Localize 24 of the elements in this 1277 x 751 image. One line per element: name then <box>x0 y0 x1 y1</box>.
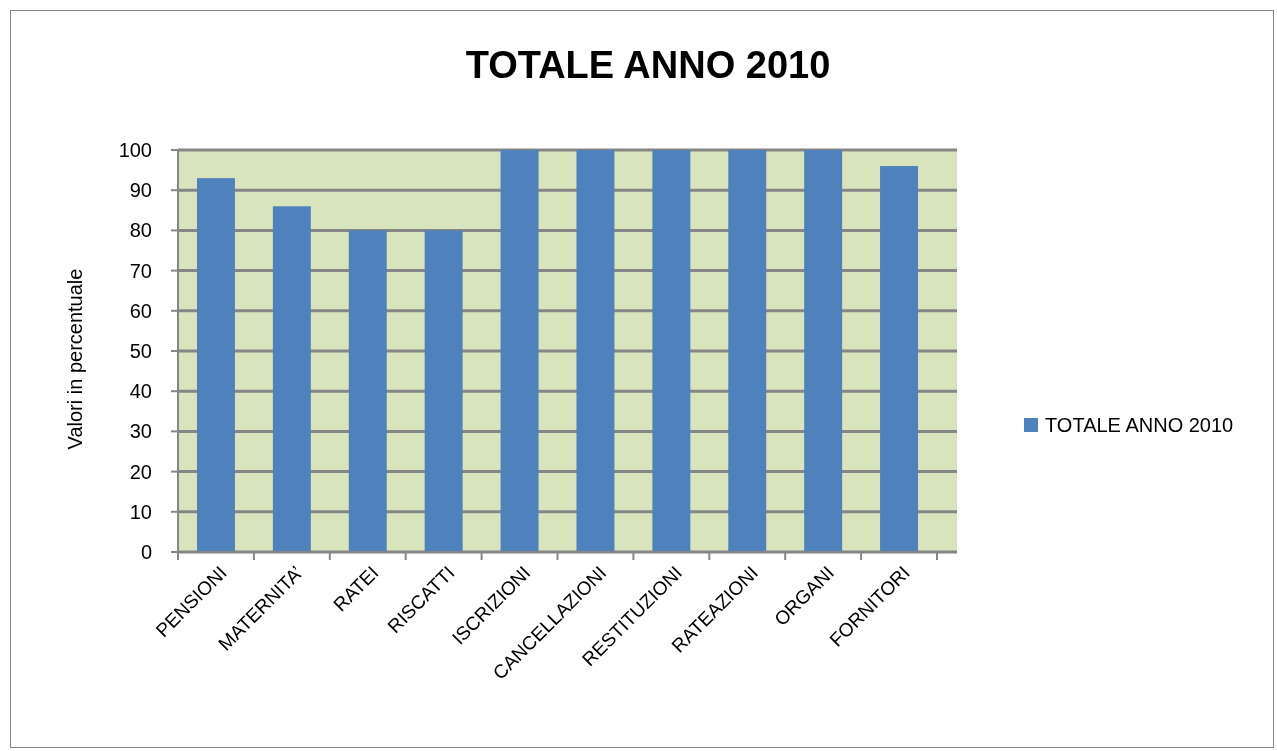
y-tick-label: 50 <box>129 340 152 362</box>
y-tick-label: 60 <box>129 299 152 322</box>
bar <box>804 150 843 552</box>
bar <box>880 166 919 552</box>
y-tick-label: 80 <box>129 219 152 242</box>
y-tick-label: 30 <box>129 420 152 443</box>
y-tick-label: 0 <box>140 541 152 563</box>
bar <box>652 150 691 552</box>
bar <box>272 206 311 552</box>
bar <box>348 230 387 552</box>
chart-title: TOTALE ANNO 2010 <box>465 44 831 86</box>
y-tick-label: 90 <box>129 179 152 202</box>
bar <box>576 150 615 552</box>
y-tick-label: 20 <box>129 460 152 483</box>
bar <box>424 230 463 552</box>
y-tick-label: 40 <box>129 380 152 403</box>
bar <box>196 178 235 552</box>
y-tick-label: 10 <box>129 500 152 523</box>
y-axis-title: Valori in percentuale <box>64 268 86 450</box>
legend-label: TOTALE ANNO 2010 <box>1045 414 1234 436</box>
y-tick-label: 70 <box>129 259 152 282</box>
bar <box>500 150 539 552</box>
bar <box>728 150 767 552</box>
y-tick-label: 100 <box>118 139 152 161</box>
